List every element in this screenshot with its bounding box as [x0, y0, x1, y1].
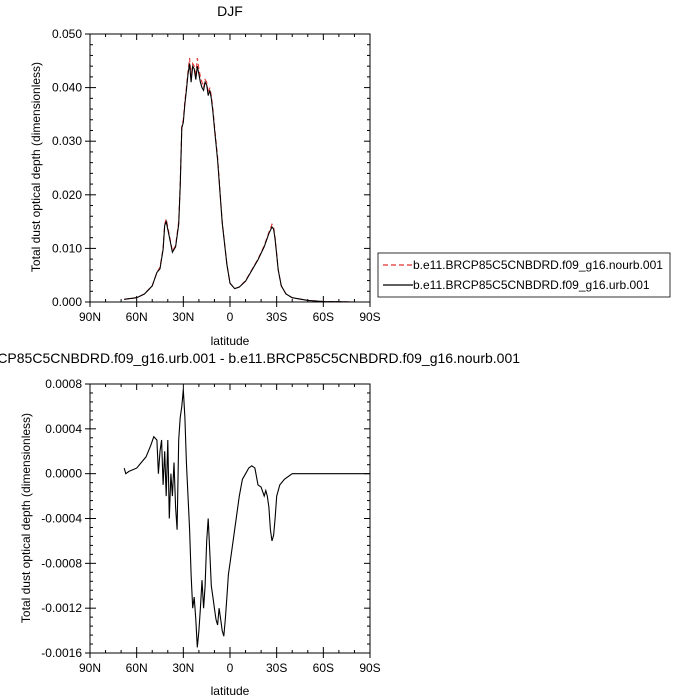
legend-label-nourb: b.e11.BRCP85C5CNBDRD.f09_g16.nourb.001: [413, 258, 663, 272]
top-x-tick-label: 60S: [313, 310, 334, 324]
legend: b.e11.BRCP85C5CNBDRD.f09_g16.nourb.001 b…: [377, 252, 671, 298]
bottom-series-lines: [123, 389, 370, 648]
top-y-axis-label: Total dust optical depth (dimensionless): [29, 62, 43, 272]
top-axes: 90N 60N 30N 0 30S 60S 90S 0.000 0.010 0.020 0.030 0…: [52, 27, 381, 324]
top-y-tick-label: 0.000: [52, 295, 82, 309]
top-series-line-1: [124, 63, 370, 303]
bottom-x-tick-label: 60S: [313, 661, 334, 675]
bottom-x-tick-label: 0: [227, 661, 234, 675]
bottom-y-tick-label: 0.0004: [45, 422, 82, 436]
bottom-x-tick-label: 60N: [126, 661, 148, 675]
top-panel: DJF Total dust optical depth (dimensionl…: [29, 3, 381, 348]
top-x-tick-label: 60N: [126, 310, 148, 324]
bottom-panel: b.e11.BRCP85C5CNBDRD.f09_g16.urb.001 - b…: [0, 350, 520, 698]
bottom-y-tick-label: -0.0004: [41, 512, 82, 526]
bottom-chart-title: b.e11.BRCP85C5CNBDRD.f09_g16.urb.001 - b…: [0, 350, 520, 366]
legend-box: [377, 252, 671, 298]
bottom-y-axis-label: Total dust optical depth (dimensionless): [19, 413, 33, 623]
top-x-axis-label: latitude: [211, 334, 250, 348]
top-chart-title: DJF: [217, 3, 243, 19]
bottom-y-tick-label: -0.0016: [41, 646, 82, 660]
bottom-x-tick-label: 90S: [359, 661, 380, 675]
bottom-series-line-0: [123, 389, 370, 648]
bottom-plot-frame: [89, 383, 371, 654]
bottom-y-tick-label: 0.0008: [45, 377, 82, 391]
top-plot-frame: [89, 33, 371, 303]
bottom-x-tick-label: 90N: [79, 661, 101, 675]
bottom-x-tick-label: 30S: [266, 661, 287, 675]
top-y-tick-label: 0.030: [52, 134, 82, 148]
bottom-y-tick-label: 0.0000: [45, 467, 82, 481]
top-x-tick-label: 30N: [172, 310, 194, 324]
legend-label-urb: b.e11.BRCP85C5CNBDRD.f09_g16.urb.001: [413, 278, 650, 292]
bottom-x-tick-label: 30N: [172, 661, 194, 675]
top-series-lines: [124, 58, 370, 303]
top-y-tick-label: 0.040: [52, 81, 82, 95]
top-x-tick-label: 90S: [359, 310, 380, 324]
top-x-tick-label: 30S: [266, 310, 287, 324]
bottom-axes: 90N 60N 30N 0 30S 60S 90S -0.0016 -0.0012 -0.0008…: [41, 377, 380, 675]
bottom-y-tick-label: -0.0008: [41, 556, 82, 570]
bottom-x-axis-label: latitude: [211, 684, 250, 698]
bottom-y-tick-label: -0.0012: [41, 601, 82, 615]
top-x-tick-label: 90N: [79, 310, 101, 324]
top-x-tick-label: 0: [227, 310, 234, 324]
top-y-tick-label: 0.050: [52, 27, 82, 41]
top-y-tick-label: 0.020: [52, 188, 82, 202]
top-y-tick-label: 0.010: [52, 241, 82, 255]
